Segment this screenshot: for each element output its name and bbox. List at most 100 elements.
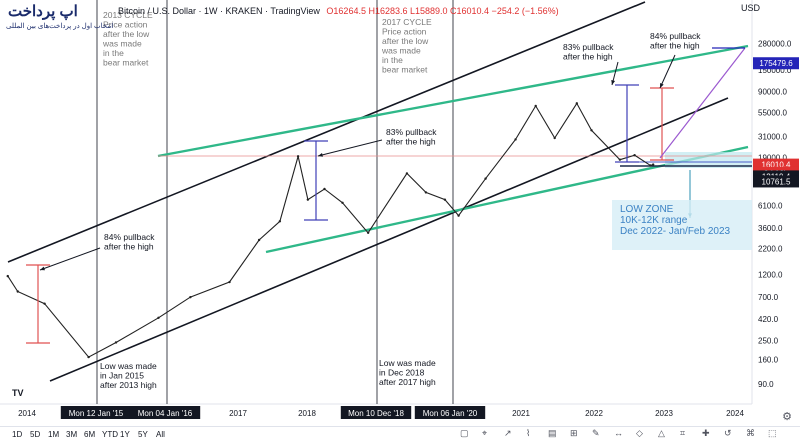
annotation-cycle2013-line-0: 2013 CYCLE	[103, 10, 153, 20]
drawing-tool-icon-4[interactable]: ▤	[548, 428, 557, 438]
settings-gear-icon[interactable]: ⚙	[782, 411, 792, 423]
y-tick-label-13: 160.0	[758, 356, 779, 365]
annotation-pull84b-line-1: after the high	[650, 41, 700, 51]
price-point-9	[278, 220, 282, 223]
drawing-tool-icon-9[interactable]: △	[658, 428, 665, 438]
x-tick-box-1	[60, 406, 132, 419]
price-point-16	[424, 191, 428, 194]
logo-tagline: انتخاب اول در پرداخت‌های بین المللی	[6, 23, 114, 30]
annotation-cycle2013-line-4: in the	[103, 48, 124, 58]
range-button-1d[interactable]: 1D	[12, 430, 23, 439]
x-tick-box-5	[340, 406, 412, 419]
price-point-25	[618, 158, 622, 161]
currency-label[interactable]: USD	[740, 3, 760, 13]
x-tick-label-0: 2014	[18, 409, 36, 418]
arrow-pullback-2017	[317, 139, 383, 157]
annotation-lowzone-line-0: LOW ZONE	[620, 204, 674, 215]
price-badge-0	[753, 57, 799, 70]
price-point-15	[405, 172, 409, 175]
annotation-box-lowzone	[612, 200, 752, 250]
range-button-5d[interactable]: 5D	[30, 430, 41, 439]
bottom-toolbar: 1D 5D 1M 3M 6M YTD 1Y 5Y All	[0, 426, 800, 443]
drawing-tool-icon-14[interactable]: ⬚	[768, 428, 777, 438]
annotation-pull84a-line-1: after the high	[104, 242, 154, 252]
y-tick-label-2: 90000.0	[758, 88, 787, 97]
y-tick-label-8: 2200.0	[758, 245, 783, 254]
y-tick-label-7: 3600.0	[758, 224, 783, 233]
price-point-20	[514, 138, 517, 141]
range-button-ytd[interactable]: YTD	[102, 430, 118, 439]
drawing-tools: ▢ ⌖ ↗ ⌇ ▤ ⊞ ✎ ↔ ◇ △ ⌗ ✚ ↺ ⌘ ⬚	[450, 428, 780, 440]
drawing-tool-icon-0[interactable]: ▢	[460, 428, 469, 438]
price-axis-bg	[752, 0, 800, 426]
price-badge-4	[753, 175, 799, 188]
annotation-lowzone-line-1: 10K-12K range	[620, 215, 688, 226]
range-button-1y[interactable]: 1Y	[120, 430, 130, 439]
price-point-12	[323, 187, 326, 191]
symbol-title[interactable]: Bitcoin / U.S. Dollar · 1W · KRAKEN · Tr…	[118, 6, 320, 16]
y-tick-label-6: 6100.0	[758, 201, 783, 210]
drawing-tool-icon-8[interactable]: ◇	[636, 428, 643, 438]
annotation-low2018-line-0: Low was made	[379, 358, 436, 368]
price-point-3	[87, 355, 90, 359]
drawing-tool-icon-13[interactable]: ⌘	[746, 428, 755, 438]
annotation-low2015-line-0: Low was made	[100, 361, 157, 371]
chart-header: Bitcoin / U.S. Dollar · 1W · KRAKEN · Tr…	[8, 6, 559, 16]
price-point-17	[443, 198, 447, 201]
annotation-cycle2017-line-5: bear market	[382, 65, 428, 75]
annotation-low2018-line-2: after 2017 high	[379, 377, 436, 387]
annotation-cycle2013-line-2: after the low	[103, 29, 150, 39]
price-point-5	[157, 316, 160, 319]
range-button-5y[interactable]: 5Y	[138, 430, 148, 439]
price-series-line	[7, 102, 654, 358]
y-tick-label-14: 90.0	[758, 380, 774, 389]
price-point-6	[189, 295, 192, 299]
drawing-tool-icon-7[interactable]: ↔	[614, 428, 623, 438]
x-tick-label-8: 2022	[585, 409, 603, 418]
arrow-pullback-2021a-head	[611, 80, 616, 85]
y-tick-label-1: 150000.0	[758, 66, 792, 75]
logo: اپ پرداخت انتخاب اول در پرداخت‌های بین ا…	[0, 0, 150, 40]
price-point-0	[6, 274, 9, 278]
price-point-19	[484, 177, 487, 180]
y-tick-label-0: 280000.0	[758, 39, 792, 48]
annotation-pull83b-line-0: 83% pullback	[563, 42, 614, 52]
drawing-tool-icon-6[interactable]: ✎	[592, 428, 600, 438]
drawing-tool-icon-1[interactable]: ⌖	[482, 428, 488, 438]
price-point-26	[633, 153, 636, 157]
drawing-tool-icon-3[interactable]: ⌇	[526, 428, 531, 438]
range-button-1m[interactable]: 1M	[48, 430, 60, 439]
x-tick-label-3: 2017	[229, 409, 247, 418]
price-point-11	[306, 198, 310, 201]
price-point-14	[366, 231, 370, 234]
drawing-tool-icon-2[interactable]: ↗	[504, 428, 512, 438]
drawing-tool-icon-10[interactable]: ⌗	[680, 428, 686, 438]
y-tick-label-11: 420.0	[758, 315, 779, 324]
annotation-pull83b-line-1: after the high	[563, 52, 613, 62]
price-point-7	[228, 280, 231, 284]
y-tick-label-12: 250.0	[758, 337, 779, 346]
annotation-pull83a-line-0: 83% pullback	[386, 127, 437, 137]
annotation-cycle2017-line-0: 2017 CYCLE	[382, 17, 432, 27]
price-point-4	[114, 341, 118, 344]
drawing-tool-icon-12[interactable]: ↺	[724, 428, 732, 438]
annotation-cycle2013-line-5: bear market	[103, 58, 149, 68]
drawing-tool-icon-5[interactable]: ⊞	[570, 428, 578, 438]
ohlc-readout: O16264.5 H16283.6 L15889.0 C16010.4 −254…	[326, 6, 559, 16]
annotation-cycle2017-line-1: Price action	[382, 27, 427, 37]
range-button-all[interactable]: All	[156, 430, 165, 439]
price-point-2	[43, 302, 46, 305]
range-button-3m[interactable]: 3M	[66, 430, 78, 439]
price-point-28	[651, 163, 655, 166]
drawing-tool-icon-11[interactable]: ✚	[702, 428, 710, 438]
price-badge-label-4: 10761.5	[762, 177, 791, 186]
annotation-low2015-line-2: after 2013 high	[100, 380, 157, 390]
price-point-24	[590, 129, 593, 132]
range-button-6m[interactable]: 6M	[84, 430, 96, 439]
annotation-cycle2013-line-1: Price action	[103, 20, 148, 30]
annotation-cycle2017-line-3: was made	[381, 46, 421, 56]
arrow-pullback-2013	[39, 247, 101, 271]
annotation-cycle2017-line-2: after the low	[382, 36, 429, 46]
